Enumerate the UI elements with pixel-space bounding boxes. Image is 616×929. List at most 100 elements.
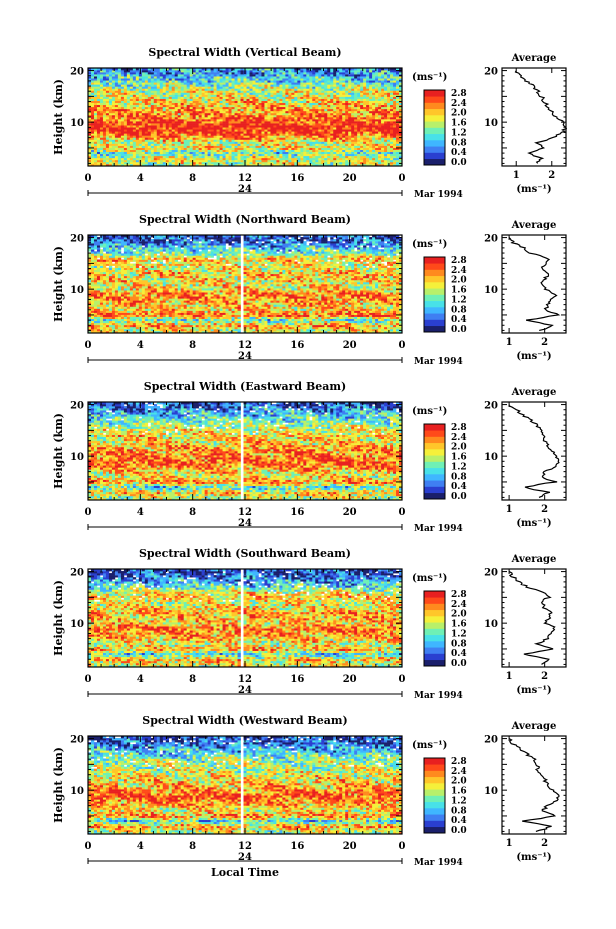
colorbar-segment bbox=[424, 660, 445, 667]
colorbar-tick-label: 1.2 bbox=[451, 462, 467, 472]
x-tick-label: 8 bbox=[189, 674, 196, 685]
y-axis-label: Height (km) bbox=[52, 413, 65, 489]
colorbar-tick-label: 1.6 bbox=[451, 620, 467, 630]
colorbar-segment bbox=[424, 449, 445, 456]
x-tick-label: 12 bbox=[238, 173, 252, 184]
colorbar: 0.00.40.81.21.62.02.42.8 bbox=[424, 89, 467, 168]
panel-title: Spectral Width (Vertical Beam) bbox=[148, 46, 341, 59]
colorbar-tick-label: 0.4 bbox=[451, 148, 467, 158]
colorbar: 0.00.40.81.21.62.02.42.8 bbox=[424, 423, 467, 502]
panel-title: Spectral Width (Westward Beam) bbox=[142, 714, 347, 727]
y-tick-label: 10 bbox=[70, 786, 84, 797]
colorbar-segment bbox=[424, 771, 445, 778]
profile-title: Average bbox=[511, 220, 557, 231]
colorbar-segment bbox=[424, 758, 445, 765]
colorbar-tick-label: 2.4 bbox=[451, 266, 467, 276]
colorbar-segment bbox=[424, 159, 445, 166]
colorbar-tick-label: 2.0 bbox=[451, 443, 467, 453]
colorbar-segment bbox=[424, 320, 445, 327]
colorbar: 0.00.40.81.21.62.02.42.8 bbox=[424, 757, 467, 836]
colorbar-tick-label: 1.2 bbox=[451, 128, 467, 138]
colorbar-tick-label: 0.8 bbox=[451, 806, 467, 816]
x-tick-label: 16 bbox=[290, 340, 304, 351]
panel-4: Spectral Width (Southward Beam)1020Heigh… bbox=[52, 547, 566, 701]
profile-title: Average bbox=[511, 53, 557, 64]
colorbar-segment bbox=[424, 635, 445, 642]
colorbar-segment bbox=[424, 115, 445, 122]
colorbar-segment bbox=[424, 307, 445, 314]
colorbar-tick-label: 2.8 bbox=[451, 423, 467, 433]
colorbar-segment bbox=[424, 796, 445, 803]
x-tick-label: 0 bbox=[85, 674, 92, 685]
colorbar-segment bbox=[424, 437, 445, 444]
heatmap-cells bbox=[88, 569, 402, 667]
colorbar-segment bbox=[424, 326, 445, 333]
profile-x-tick-label: 2 bbox=[548, 170, 555, 181]
colorbar-tick-label: 1.6 bbox=[451, 119, 467, 129]
date-month-label: Mar 1994 bbox=[414, 357, 463, 367]
x-tick-label: 8 bbox=[189, 173, 196, 184]
x-tick-label: 12 bbox=[238, 507, 252, 518]
x-tick-label: 0 bbox=[85, 340, 92, 351]
y-axis-label: Height (km) bbox=[52, 747, 65, 823]
colorbar-segment bbox=[424, 301, 445, 308]
colorbar-segment bbox=[424, 764, 445, 771]
profile-y-tick-label: 20 bbox=[484, 234, 498, 245]
colorbar-segment bbox=[424, 783, 445, 790]
colorbar-segment bbox=[424, 591, 445, 598]
x-tick-label: 4 bbox=[137, 507, 144, 518]
panel-5: Spectral Width (Westward Beam)1020Height… bbox=[52, 714, 566, 879]
x-tick-label: 8 bbox=[189, 841, 196, 852]
y-tick-label: 20 bbox=[70, 401, 84, 412]
colorbar-tick-label: 2.8 bbox=[451, 256, 467, 266]
x-tick-label: 0 bbox=[399, 507, 406, 518]
profile-x-tick-label: 2 bbox=[541, 671, 548, 682]
panel-2: Spectral Width (Northward Beam)1020Heigh… bbox=[52, 213, 566, 367]
profile-title: Average bbox=[511, 554, 557, 565]
colorbar-tick-label: 0.4 bbox=[451, 315, 467, 325]
colorbar-segment bbox=[424, 140, 445, 147]
profile-frame bbox=[502, 235, 566, 333]
profile-y-tick-label: 10 bbox=[484, 285, 498, 296]
profile-x-tick-label: 1 bbox=[513, 170, 520, 181]
colorbar-segment bbox=[424, 487, 445, 494]
colorbar-segment bbox=[424, 443, 445, 450]
colorbar-tick-label: 0.0 bbox=[451, 158, 467, 168]
profile-line bbox=[509, 572, 554, 665]
colorbar: 0.00.40.81.21.62.02.42.8 bbox=[424, 590, 467, 669]
colorbar-tick-label: 2.4 bbox=[451, 433, 467, 443]
profile-x-label: (ms⁻¹) bbox=[516, 685, 551, 696]
y-tick-label: 10 bbox=[70, 452, 84, 463]
colorbar-segment bbox=[424, 276, 445, 283]
panel-3: Spectral Width (Eastward Beam)1020Height… bbox=[52, 380, 566, 534]
profile-x-label: (ms⁻¹) bbox=[516, 852, 551, 863]
colorbar-tick-label: 0.8 bbox=[451, 138, 467, 148]
x-tick-label: 16 bbox=[290, 841, 304, 852]
profile-line bbox=[509, 739, 559, 832]
colorbar-segment bbox=[424, 480, 445, 487]
colorbar-segment bbox=[424, 474, 445, 481]
colorbar: 0.00.40.81.21.62.02.42.8 bbox=[424, 256, 467, 335]
colorbar-segment bbox=[424, 282, 445, 289]
colorbar-tick-label: 0.8 bbox=[451, 472, 467, 482]
heatmap-cells bbox=[88, 68, 402, 166]
profile-y-tick-label: 20 bbox=[484, 67, 498, 78]
x-tick-label: 20 bbox=[343, 173, 357, 184]
colorbar-tick-label: 1.2 bbox=[451, 796, 467, 806]
y-tick-label: 10 bbox=[70, 285, 84, 296]
colorbar-segment bbox=[424, 641, 445, 648]
colorbar-segment bbox=[424, 827, 445, 834]
date-day-label: 24 bbox=[238, 852, 252, 863]
profile-x-tick-label: 1 bbox=[506, 337, 513, 348]
colorbar-segment bbox=[424, 153, 445, 160]
x-tick-label: 4 bbox=[137, 841, 144, 852]
colorbar-tick-label: 2.4 bbox=[451, 600, 467, 610]
profile-line bbox=[509, 238, 558, 331]
x-tick-label: 0 bbox=[85, 173, 92, 184]
panel-title: Spectral Width (Southward Beam) bbox=[139, 547, 351, 560]
colorbar-segment bbox=[424, 295, 445, 302]
